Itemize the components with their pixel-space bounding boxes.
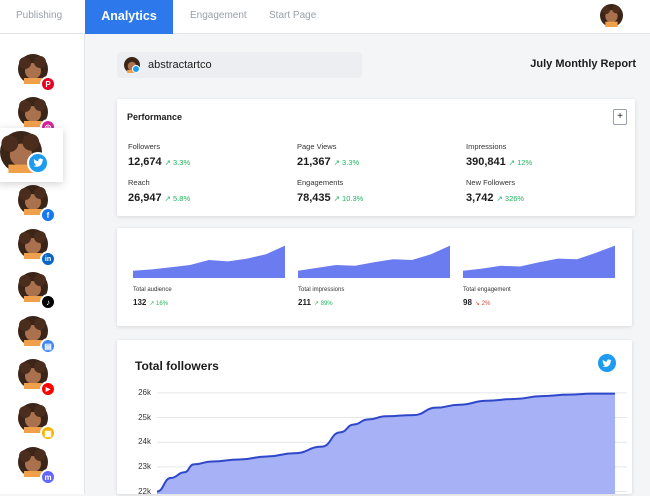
twitter-icon — [27, 152, 49, 174]
tab-start-page[interactable]: Start Page — [269, 10, 317, 21]
mini-label: Total impressions — [298, 287, 345, 293]
add-metric-button[interactable]: + — [613, 109, 627, 125]
metric-delta: ↗ 3.3% — [333, 158, 360, 167]
metric-value: 390,841 — [466, 156, 506, 168]
user-avatar[interactable] — [600, 4, 623, 27]
profile-avatar — [18, 97, 48, 127]
followers-area — [157, 393, 615, 494]
y-tick-label: 22k — [138, 486, 151, 496]
sparkline-audience — [133, 245, 285, 278]
profile-youtube[interactable]: ▶ — [18, 359, 56, 397]
performance-card: Performance + Followers 12,674 ↗ 3.3% Pag… — [117, 99, 635, 216]
y-tick-label: 26k — [138, 387, 151, 397]
profile-avatar — [18, 54, 48, 84]
metric-value: 21,367 — [297, 156, 331, 168]
metric-followers: Followers 12,674 ↗ 3.3% — [128, 142, 288, 168]
metric-delta: ↗ 12% — [508, 158, 533, 167]
metric-delta: ↗ 10.3% — [333, 194, 364, 203]
metric-label: Followers — [128, 142, 161, 151]
metric-impressions: Impressions 390,841 ↗ 12% — [466, 142, 626, 168]
metric-engagements: Engagements 78,435 ↗ 10.3% — [297, 178, 457, 204]
account-handle: abstractartco — [148, 59, 212, 71]
youtube-icon: ▶ — [40, 381, 56, 397]
mini-delta: ↗ 16% — [149, 301, 169, 307]
profile-facebook[interactable]: f — [18, 185, 56, 223]
followers-line — [157, 392, 615, 493]
metric-label: New Followers — [466, 178, 516, 187]
profile-avatar — [18, 359, 48, 389]
profile-twitter[interactable] — [0, 128, 63, 182]
followers-area-chart — [157, 392, 627, 494]
pinterest-icon: P — [40, 76, 56, 92]
sparkline-engagement — [463, 245, 615, 278]
metric-page-views: Page Views 21,367 ↗ 3.3% — [297, 142, 457, 168]
profile-pinterest[interactable]: P — [18, 54, 56, 92]
metric-value: 26,947 — [128, 192, 162, 204]
metric-value: 12,674 — [128, 156, 162, 168]
mini-delta: ↘ 2% — [474, 301, 491, 307]
profile-avatar — [18, 316, 48, 346]
sparkline-impressions — [298, 245, 450, 278]
profile-avatar — [18, 272, 48, 302]
twitter-icon — [598, 354, 616, 372]
tab-engagement[interactable]: Engagement — [190, 10, 247, 21]
tiktok-icon: ♪ — [40, 294, 56, 310]
facebook-icon: f — [40, 207, 56, 223]
metric-reach: Reach 26,947 ↗ 5.8% — [128, 178, 288, 204]
profile-mastodon[interactable]: m — [18, 447, 56, 485]
sparkline-area — [463, 245, 615, 278]
metric-label: Page Views — [297, 142, 337, 151]
metric-value: 3,742 — [466, 192, 494, 204]
tab-analytics[interactable]: Analytics — [85, 0, 173, 34]
profile-linkedin[interactable]: in — [18, 229, 56, 267]
y-tick-label: 23k — [138, 461, 151, 471]
metric-label: Engagements — [297, 178, 344, 187]
report-title: July Monthly Report — [530, 58, 636, 70]
account-selector[interactable]: abstractartco — [117, 52, 362, 78]
chart-title: Total followers — [135, 359, 219, 373]
mini-value: 132 — [133, 298, 147, 307]
profile-avatar — [18, 403, 48, 433]
mini-label: Total engagement — [463, 287, 511, 293]
metric-label: Impressions — [466, 142, 507, 151]
metric-delta: ↗ 3.3% — [164, 158, 191, 167]
sparkline-area — [298, 245, 450, 278]
profile-avatar — [18, 229, 48, 259]
followers-chart-card: Total followers 26k 25k 24k 23k 22k — [117, 340, 632, 496]
mini-label: Total audience — [133, 287, 172, 293]
sparkline-area — [133, 245, 285, 278]
y-tick-label: 24k — [138, 437, 151, 447]
mini-value: 211 — [298, 298, 311, 307]
metric-new-followers: New Followers 3,742 ↗ 326% — [466, 178, 626, 204]
top-nav: Publishing Analytics Engagement Start Pa… — [0, 0, 650, 34]
twitter-icon — [132, 65, 140, 73]
metric-delta: ↗ 326% — [496, 194, 525, 203]
profile-avatar — [18, 185, 48, 215]
profile-tiktok[interactable]: ♪ — [18, 272, 56, 310]
mini-delta: ↗ 89% — [313, 301, 333, 307]
profile-startpage[interactable]: ▦ — [18, 403, 56, 441]
profile-avatar — [18, 447, 48, 477]
metric-value: 78,435 — [297, 192, 331, 204]
mastodon-icon: m — [40, 469, 56, 485]
metric-delta: ↗ 5.8% — [164, 194, 191, 203]
mini-value: 98 — [463, 298, 472, 307]
y-tick-label: 25k — [138, 412, 151, 422]
tab-publishing[interactable]: Publishing — [16, 10, 63, 21]
page-icon: ▦ — [40, 425, 56, 441]
summary-card: Total audience 132 ↗ 16% Total impression… — [117, 228, 632, 326]
profile-google-business[interactable]: ▤ — [18, 316, 56, 354]
profile-instagram[interactable]: ◎ — [18, 97, 56, 135]
metric-label: Reach — [128, 178, 150, 187]
store-icon: ▤ — [40, 338, 56, 354]
linkedin-icon: in — [40, 251, 56, 267]
profile-sidebar: P ◎ f in ♪ ▤ ▶ ▦ m — [0, 34, 85, 494]
profile-avatar — [0, 131, 42, 173]
performance-title: Performance — [127, 112, 183, 122]
